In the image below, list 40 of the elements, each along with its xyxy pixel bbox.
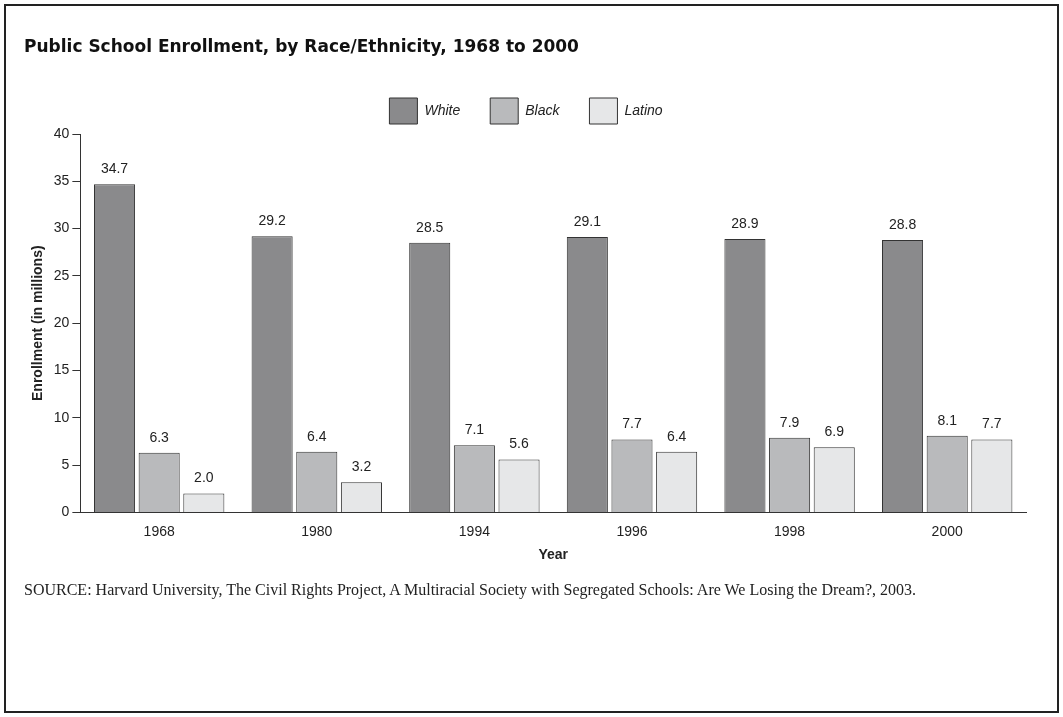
legend-label: White <box>424 101 461 118</box>
data-label: 3.2 <box>351 457 372 474</box>
data-label: 7.1 <box>464 421 485 438</box>
source-note: SOURCE: Harvard University, The Civil Rights Project, A Multiracial Society with Segregated Schools: Are We Losing the Dream?, 2003. <box>24 580 918 601</box>
x-tick-label: 1998 <box>774 522 806 539</box>
x-tick-label: 2000 <box>931 522 963 539</box>
x-tick-label: 1968 <box>143 522 175 539</box>
y-tick-label: 40 <box>53 124 70 141</box>
x-axis-title: Year <box>538 546 569 563</box>
data-label: 8.1 <box>937 411 958 428</box>
data-label: 2.0 <box>194 469 214 486</box>
chart-title: Public School Enrollment, by Race/Ethnicity, 1968 to 2000 <box>24 36 579 56</box>
data-label: 6.9 <box>824 422 845 439</box>
y-tick-label: 25 <box>53 266 70 283</box>
y-tick-label: 0 <box>61 503 70 520</box>
data-label: 34.7 <box>100 160 129 176</box>
data-label: 5.6 <box>509 435 529 452</box>
data-label: 6.4 <box>666 427 687 444</box>
data-label: 28.8 <box>888 215 917 232</box>
legend-label: Black <box>525 101 561 118</box>
data-label: 7.9 <box>779 413 800 430</box>
data-label: 29.1 <box>573 212 602 229</box>
y-tick-label: 30 <box>53 219 70 236</box>
data-label: 28.9 <box>731 214 759 231</box>
data-label: 7.7 <box>982 415 1002 432</box>
y-tick-label: 20 <box>53 314 70 331</box>
data-label: 6.3 <box>149 428 170 445</box>
y-tick-label: 10 <box>53 408 70 425</box>
y-tick-label: 35 <box>53 172 70 189</box>
y-axis-title: Enrollment (in millions) <box>29 245 46 401</box>
data-label: 28.5 <box>416 218 444 235</box>
x-tick-label: 1996 <box>616 522 648 539</box>
data-label: 6.4 <box>307 427 327 444</box>
data-label: 29.2 <box>258 212 286 229</box>
y-tick-label: 15 <box>53 361 70 378</box>
data-label: 7.7 <box>622 415 642 432</box>
legend-label: Latino <box>624 101 663 118</box>
x-tick-label: 1980 <box>301 522 333 539</box>
x-tick-label: 1994 <box>458 522 491 539</box>
y-tick-label: 5 <box>61 455 70 472</box>
